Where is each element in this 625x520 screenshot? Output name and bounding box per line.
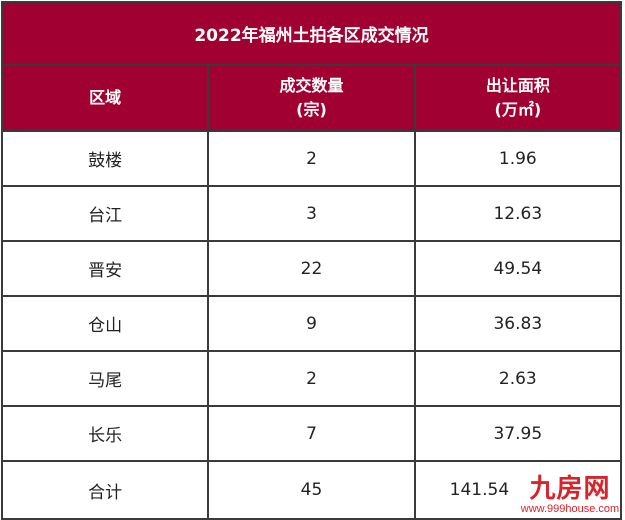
cell-district: 台江 bbox=[0, 185, 210, 242]
cell-district: 合计 bbox=[0, 460, 210, 520]
cell-district: 鼓楼 bbox=[0, 130, 210, 187]
table-row: 长乐 7 37.95 bbox=[0, 405, 623, 462]
cell-count: 9 bbox=[207, 295, 416, 352]
cell-count: 45 bbox=[207, 460, 416, 520]
total-row: 合计 45 141.54 bbox=[0, 460, 623, 520]
cell-count: 2 bbox=[207, 130, 416, 187]
cell-district: 晋安 bbox=[0, 240, 210, 297]
cell-count: 3 bbox=[207, 185, 416, 242]
cell-district: 马尾 bbox=[0, 350, 210, 407]
cell-count: 2 bbox=[207, 350, 416, 407]
cell-area: 49.54 bbox=[413, 240, 623, 297]
cell-district: 仓山 bbox=[0, 295, 210, 352]
cell-area: 37.95 bbox=[413, 405, 623, 462]
header-count: 成交数量 (宗) bbox=[207, 64, 416, 132]
cell-area: 1.96 bbox=[413, 130, 623, 187]
cell-count: 22 bbox=[207, 240, 416, 297]
table-row: 仓山 9 36.83 bbox=[0, 295, 623, 352]
header-count-unit: (宗) bbox=[296, 100, 327, 119]
header-row: 区域 成交数量 (宗) 出让面积 (万㎡) bbox=[0, 64, 623, 132]
cell-area: 12.63 bbox=[413, 185, 623, 242]
header-area: 出让面积 (万㎡) bbox=[413, 64, 623, 132]
header-count-label: 成交数量 bbox=[279, 76, 344, 95]
cell-area: 36.83 bbox=[413, 295, 623, 352]
cell-area: 2.63 bbox=[413, 350, 623, 407]
cell-count: 7 bbox=[207, 405, 416, 462]
table-title: 2022年福州土拍各区成交情况 bbox=[1, 1, 622, 66]
cell-district: 长乐 bbox=[0, 405, 210, 462]
cell-area: 141.54 bbox=[413, 460, 623, 520]
table-row: 鼓楼 2 1.96 bbox=[0, 130, 623, 187]
table-row: 台江 3 12.63 bbox=[0, 185, 623, 242]
header-district: 区域 bbox=[0, 64, 210, 132]
header-area-label: 出让面积 bbox=[485, 76, 550, 95]
table-row: 晋安 22 49.54 bbox=[0, 240, 623, 297]
table-row: 马尾 2 2.63 bbox=[0, 350, 623, 407]
header-area-unit: (万㎡) bbox=[494, 100, 542, 119]
header-district-label: 区域 bbox=[89, 88, 122, 107]
